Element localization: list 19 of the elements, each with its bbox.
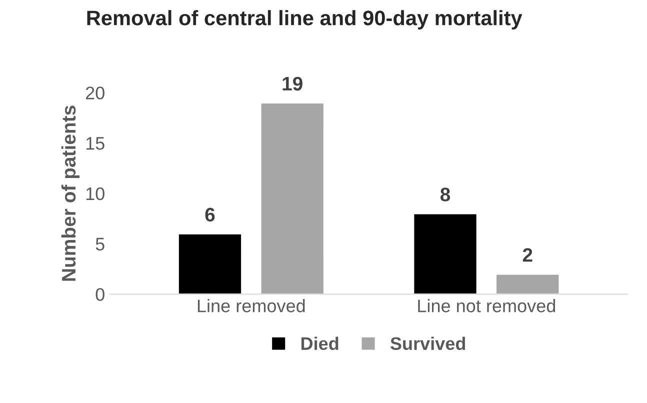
y-tick-label: 10 (86, 187, 104, 200)
bar (412, 212, 478, 294)
bar (178, 233, 242, 294)
y-tick-label: 20 (86, 86, 104, 100)
y-tick-label: 0 (96, 288, 104, 301)
bar (260, 102, 325, 294)
x-tick-label: Line removed (198, 299, 305, 312)
legend-label: Survived (390, 336, 466, 350)
bar (495, 273, 560, 294)
x-tick-label: Line not removed (418, 299, 556, 312)
y-axis-title: Number of patients (61, 106, 80, 281)
data-label: 2 (522, 248, 532, 262)
chart-title: Removal of central line and 90-day mortality (87, 10, 522, 30)
legend-label: Died (301, 336, 338, 350)
y-tick-label: 15 (86, 137, 104, 150)
y-tick-label: 5 (96, 238, 104, 251)
data-label: 6 (205, 208, 215, 222)
data-label: 19 (282, 76, 302, 91)
data-label: 8 (440, 188, 450, 202)
